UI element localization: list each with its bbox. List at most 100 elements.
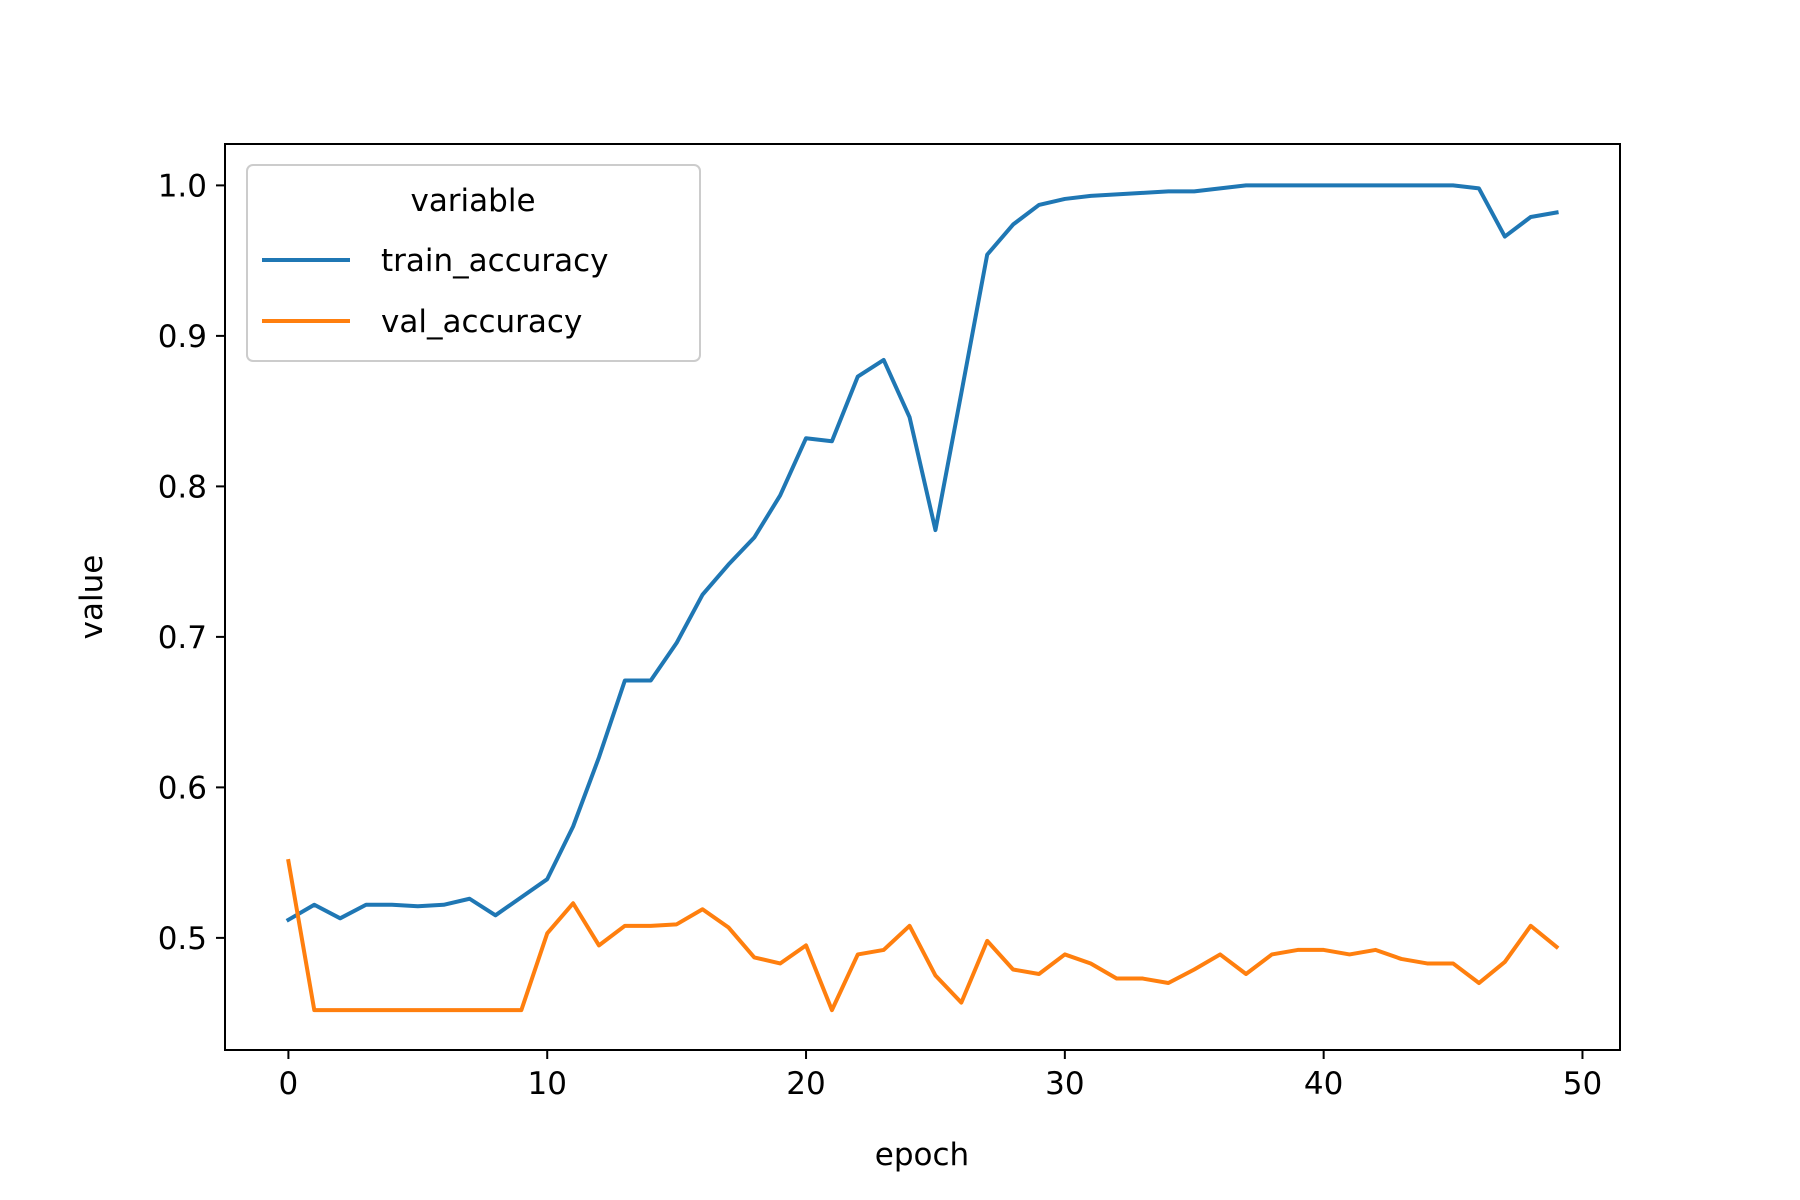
data-point-train-accuracy [882,358,886,362]
data-point-train-accuracy [1192,189,1196,193]
data-point-train-accuracy [286,918,290,922]
data-point-val-accuracy [1166,981,1170,985]
data-point-train-accuracy [701,593,705,597]
series-line-val-accuracy [286,858,1560,1013]
data-point-val-accuracy [493,1008,497,1012]
y-tick-label: 0.6 [158,770,207,806]
data-point-train-accuracy [1477,186,1481,190]
data-point-train-accuracy [519,895,523,899]
data-point-train-accuracy [493,913,497,917]
x-tick-label: 10 [527,1066,566,1102]
data-point-val-accuracy [752,955,756,959]
data-point-train-accuracy [752,536,756,540]
data-point-train-accuracy [442,903,446,907]
data-point-val-accuracy [1296,948,1300,952]
data-point-val-accuracy [597,943,601,947]
data-point-train-accuracy [416,904,420,908]
data-point-val-accuracy [1348,952,1352,956]
data-point-val-accuracy [1037,972,1041,976]
data-point-val-accuracy [1373,948,1377,952]
data-point-train-accuracy [726,563,730,567]
data-point-val-accuracy [1218,952,1222,956]
y-axis: 0.5 0.6 0.7 0.8 0.9 1.0 [158,168,225,957]
data-point-train-accuracy [338,916,342,920]
data-point-train-accuracy [1063,197,1067,201]
data-point-train-accuracy [623,679,627,683]
data-point-train-accuracy [985,253,989,257]
data-point-val-accuracy [1477,981,1481,985]
data-point-train-accuracy [1399,183,1403,187]
data-point-val-accuracy [933,974,937,978]
data-point-train-accuracy [1348,183,1352,187]
data-point-val-accuracy [1503,960,1507,964]
data-point-train-accuracy [1425,183,1429,187]
data-point-train-accuracy [1270,183,1274,187]
legend-title: variable [410,183,535,219]
data-point-val-accuracy [675,922,679,926]
y-tick-label: 0.9 [158,319,207,355]
x-tick-label: 20 [786,1066,825,1102]
data-point-train-accuracy [830,439,834,443]
x-axis-label: epoch [875,1137,969,1173]
data-point-val-accuracy [778,961,782,965]
y-tick-label: 0.5 [158,921,207,957]
legend: variable train_accuracy val_accuracy [246,164,701,362]
y-tick-label: 1.0 [158,168,207,204]
y-axis-label: value [74,555,110,640]
data-point-val-accuracy [959,1001,963,1005]
data-point-val-accuracy [1322,948,1326,952]
data-point-val-accuracy [1425,961,1429,965]
data-point-train-accuracy [1555,210,1559,214]
data-point-train-accuracy [390,903,394,907]
data-point-train-accuracy [1166,189,1170,193]
data-point-val-accuracy [1399,957,1403,961]
data-point-val-accuracy [442,1008,446,1012]
data-point-train-accuracy [804,436,808,440]
data-point-val-accuracy [623,924,627,928]
data-point-val-accuracy [545,931,549,935]
data-point-val-accuracy [649,924,653,928]
legend-label-train-accuracy: train_accuracy [381,243,609,279]
data-point-val-accuracy [1115,977,1119,981]
data-point-train-accuracy [908,415,912,419]
data-point-train-accuracy [597,755,601,759]
data-point-train-accuracy [1322,183,1326,187]
data-point-train-accuracy [1451,183,1455,187]
data-point-train-accuracy [1115,192,1119,196]
data-point-train-accuracy [1529,215,1533,219]
data-point-train-accuracy [1140,191,1144,195]
data-point-train-accuracy [364,903,368,907]
data-point-val-accuracy [1192,967,1196,971]
data-point-train-accuracy [675,641,679,645]
data-point-train-accuracy [933,528,937,532]
data-point-val-accuracy [701,907,705,911]
data-point-train-accuracy [778,493,782,497]
x-tick-label: 40 [1304,1066,1343,1102]
y-tick-label: 0.8 [158,469,207,505]
data-point-val-accuracy [804,943,808,947]
data-point-val-accuracy [1089,961,1093,965]
data-point-val-accuracy [1529,924,1533,928]
data-point-train-accuracy [468,897,472,901]
x-tick-label: 0 [279,1066,299,1102]
data-point-train-accuracy [1218,186,1222,190]
data-point-val-accuracy [338,1008,342,1012]
data-point-train-accuracy [1244,183,1248,187]
data-point-train-accuracy [1089,194,1093,198]
data-point-val-accuracy [726,925,730,929]
data-point-val-accuracy [830,1008,834,1012]
series-layer [285,183,1560,1013]
data-point-train-accuracy [856,375,860,379]
data-point-val-accuracy [1270,952,1274,956]
x-tick-label: 50 [1563,1066,1602,1102]
data-point-train-accuracy [1296,183,1300,187]
y-tick-label: 0.7 [158,620,207,656]
data-point-val-accuracy [856,952,860,956]
data-point-train-accuracy [1373,183,1377,187]
data-point-train-accuracy [1503,235,1507,239]
data-point-train-accuracy [571,825,575,829]
data-point-val-accuracy [882,948,886,952]
data-point-train-accuracy [545,877,549,881]
data-point-val-accuracy [1555,945,1559,949]
